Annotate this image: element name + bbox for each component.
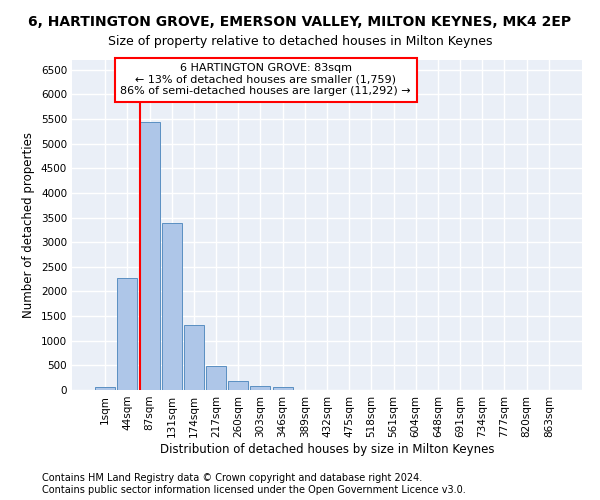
Bar: [140, 122, 160, 390]
Text: 6 HARTINGTON GROVE: 83sqm
← 13% of detached houses are smaller (1,759)
86% of se: 6 HARTINGTON GROVE: 83sqm ← 13% of detac…: [121, 64, 411, 96]
Bar: [162, 222, 182, 390]
Bar: [95, 386, 115, 390]
Text: 6, HARTINGTON GROVE, EMERSON VALLEY, MILTON KEYNES, MK4 2EP: 6, HARTINGTON GROVE, EMERSON VALLEY, MIL…: [28, 15, 572, 29]
Text: Contains HM Land Registry data © Crown copyright and database right 2024.
Contai: Contains HM Land Registry data © Crown c…: [42, 474, 466, 495]
Bar: [272, 387, 293, 390]
Bar: [184, 326, 204, 390]
Bar: [206, 366, 226, 390]
Bar: [250, 386, 271, 390]
Bar: [118, 278, 137, 390]
X-axis label: Distribution of detached houses by size in Milton Keynes: Distribution of detached houses by size …: [160, 442, 494, 456]
Bar: [228, 382, 248, 390]
Y-axis label: Number of detached properties: Number of detached properties: [22, 132, 35, 318]
Text: Size of property relative to detached houses in Milton Keynes: Size of property relative to detached ho…: [108, 35, 492, 48]
